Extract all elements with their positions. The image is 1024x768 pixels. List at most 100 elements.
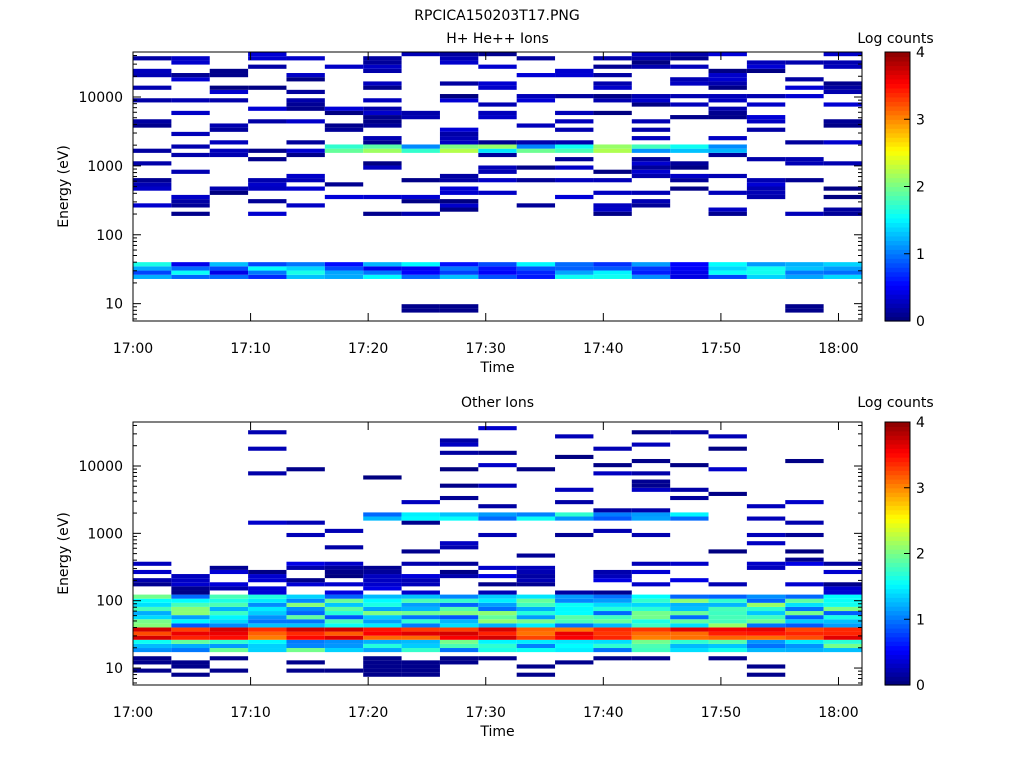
heatmap-cell: [439, 606, 479, 612]
heatmap-cell: [286, 274, 325, 279]
heatmap-cell: [478, 262, 517, 267]
heatmap-cell: [324, 619, 364, 624]
heatmap-cell: [286, 173, 325, 179]
heatmap-cell: [324, 144, 364, 149]
heatmap-cell: [401, 148, 440, 153]
heatmap-cell: [785, 602, 824, 607]
heatmap-cell: [363, 144, 402, 149]
colorbar-segment: [885, 56, 910, 62]
x-tick-label: 17:40: [583, 705, 623, 721]
heatmap-cell: [363, 615, 402, 620]
heatmap-cell: [133, 266, 172, 271]
heatmap-cell: [516, 565, 556, 570]
heatmap-cell: [593, 574, 632, 579]
heatmap-cell: [171, 144, 210, 149]
heatmap-cell: [133, 594, 172, 599]
heatmap-cell: [363, 110, 402, 116]
heatmap-cell: [746, 194, 786, 200]
heatmap-cell: [555, 532, 594, 538]
colorbar-segment: [885, 96, 910, 102]
colorbar-segment: [885, 222, 910, 228]
heatmap-cell: [593, 446, 632, 451]
heatmap-cell: [363, 582, 402, 587]
colorbar-segment: [885, 244, 910, 250]
colorbar-segment: [885, 457, 910, 463]
heatmap-cell: [478, 169, 517, 174]
heatmap-cell: [785, 458, 824, 464]
heatmap-cell: [708, 85, 747, 90]
heatmap-cell: [823, 606, 862, 612]
heatmap-cell: [708, 627, 747, 632]
heatmap-cell: [746, 532, 786, 538]
colorbar-segment: [885, 671, 910, 677]
heatmap-cell: [401, 199, 440, 204]
heatmap-cell: [363, 565, 402, 570]
heatmap-cell: [631, 611, 671, 616]
heatmap-cell: [363, 672, 402, 677]
heatmap-cell: [133, 619, 172, 624]
heatmap-cell: [324, 631, 364, 636]
heatmap-cell: [439, 199, 479, 204]
heatmap-cell: [555, 434, 594, 439]
heatmap-cell: [248, 594, 287, 599]
heatmap-cell: [133, 578, 172, 583]
heatmap-cell: [631, 270, 671, 275]
heatmap-cell: [209, 123, 249, 128]
heatmap-cell: [478, 623, 517, 628]
heatmap-cell: [363, 81, 402, 86]
heatmap-cell: [324, 64, 364, 69]
heatmap-cell: [785, 308, 824, 313]
heatmap-cell: [516, 569, 556, 575]
heatmap-cell: [401, 627, 440, 632]
heatmap-cell: [363, 194, 402, 200]
colorbar-tick-label: 0: [916, 678, 925, 694]
heatmap-cell: [631, 442, 671, 447]
heatmap-cell: [401, 561, 440, 566]
heatmap-cell: [593, 85, 632, 90]
heatmap-cell: [708, 639, 747, 644]
heatmap-cell: [516, 203, 556, 208]
heatmap-cell: [248, 182, 287, 187]
heatmap-cell: [286, 532, 325, 538]
heatmap-cell: [248, 627, 287, 632]
heatmap-cell: [171, 574, 210, 579]
heatmap-cell: [631, 532, 671, 538]
heatmap-cell: [516, 262, 556, 267]
heatmap-cell: [363, 136, 402, 141]
heatmap-cell: [133, 270, 172, 275]
heatmap-cell: [746, 619, 786, 624]
heatmap-cell: [593, 619, 632, 624]
colorbar-tick-label: 3: [916, 112, 925, 128]
heatmap-cell: [401, 598, 440, 603]
heatmap-cell: [555, 648, 594, 653]
heatmap-cell: [746, 270, 786, 275]
heatmap-cell: [593, 594, 632, 599]
heatmap-cell: [248, 471, 287, 476]
heatmap-cell: [401, 594, 440, 599]
heatmap-cell: [670, 487, 709, 492]
colorbar-segment: [885, 592, 910, 598]
heatmap-cell: [248, 578, 287, 583]
heatmap-cell: [823, 119, 862, 124]
heatmap-cell: [516, 611, 556, 616]
colorbar-segment: [885, 141, 910, 147]
heatmap-cell: [363, 516, 402, 521]
heatmap-cell: [785, 582, 824, 587]
heatmap-cell: [209, 656, 249, 661]
heatmap-cell: [593, 590, 632, 595]
heatmap-cell: [133, 73, 172, 78]
heatmap-cell: [248, 274, 287, 279]
x-tick-label: 17:20: [348, 341, 388, 357]
heatmap-cell: [593, 266, 632, 271]
heatmap-cell: [248, 574, 287, 579]
heatmap-cell: [324, 561, 364, 566]
heatmap-cell: [631, 512, 671, 517]
heatmap-cell: [248, 611, 287, 616]
heatmap-cell: [439, 438, 479, 443]
heatmap-cell: [593, 578, 632, 583]
heatmap-cell: [209, 274, 249, 279]
colorbar-segment: [885, 199, 910, 206]
heatmap-cell: [746, 94, 786, 99]
colorbar-segment: [885, 422, 910, 427]
heatmap-cell: [555, 660, 594, 665]
